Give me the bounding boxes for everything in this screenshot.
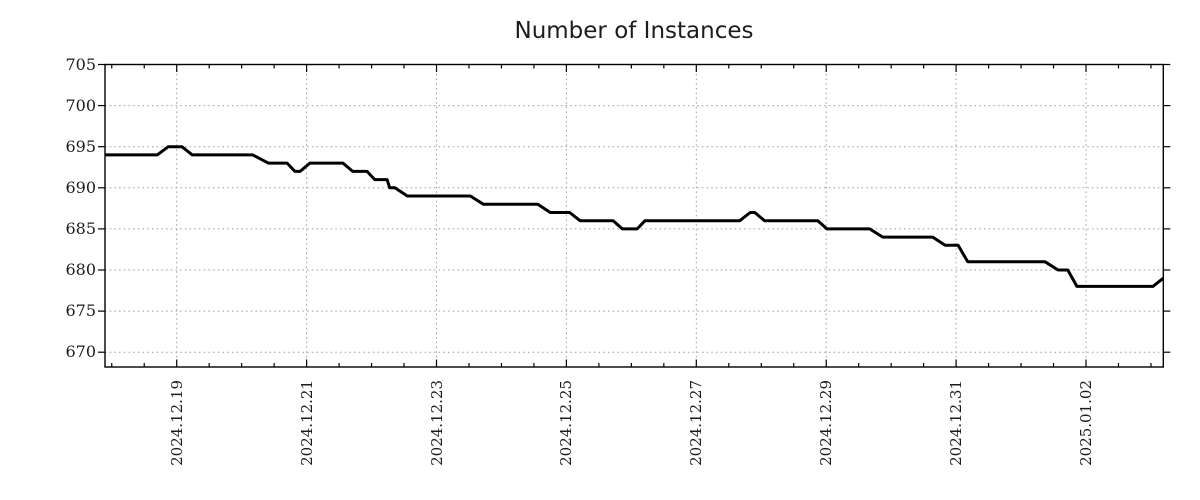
x-tick-label: 2024.12.29	[817, 380, 836, 466]
y-tick-label: 700	[65, 95, 96, 115]
chart-title: Number of Instances	[514, 18, 754, 44]
x-tick-label: 2024.12.25	[557, 380, 576, 466]
axes-frame	[104, 63, 1165, 368]
y-tick-label: 695	[65, 136, 96, 156]
x-tick-label: 2024.12.27	[687, 380, 706, 466]
y-tick-label: 680	[65, 260, 96, 279]
x-tick-label: 2024.12.31	[947, 380, 966, 466]
y-tick-label: 690	[65, 177, 96, 197]
data-series-line	[105, 145, 1165, 288]
x-tick-label: 2024.12.23	[427, 380, 446, 466]
x-tick-label: 2025.01.02	[1077, 380, 1095, 466]
y-tick-label: 670	[65, 342, 96, 362]
y-tick-label: 705	[65, 54, 96, 74]
x-tick-label: 2024.12.21	[297, 380, 316, 466]
x-tick-label: 2024.12.19	[167, 380, 186, 466]
y-tick-label: 675	[65, 301, 96, 321]
y-tick-label: 685	[65, 218, 96, 238]
